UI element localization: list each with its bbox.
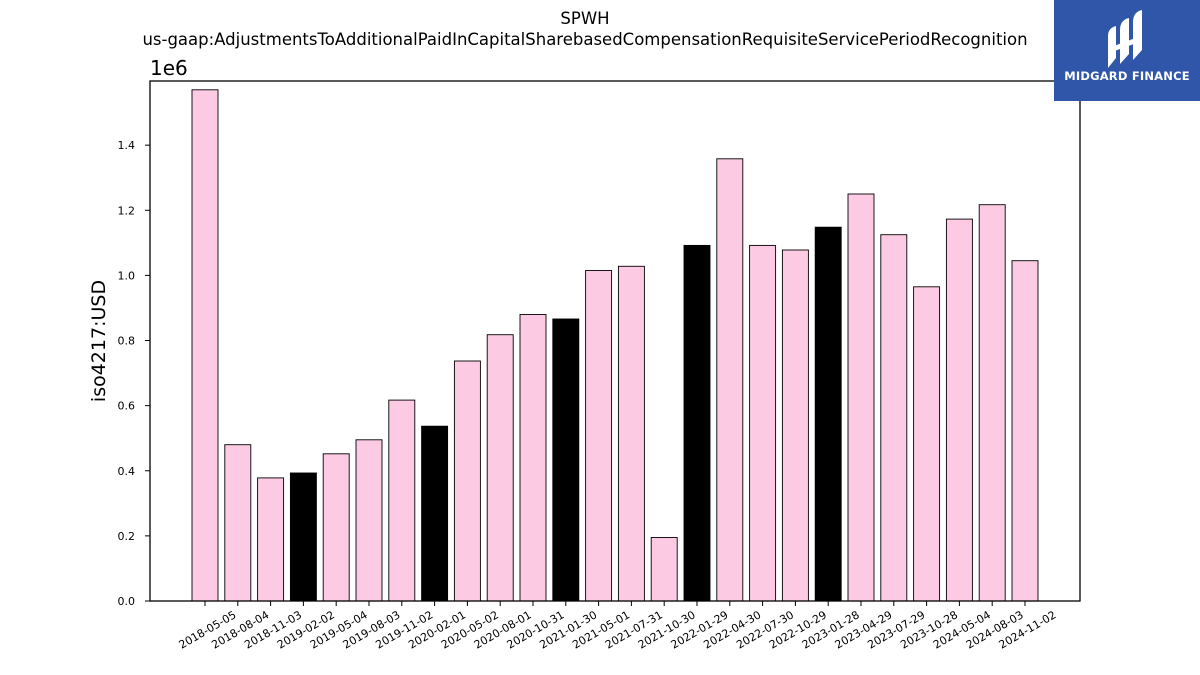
bar: [388, 399, 416, 602]
y-tick-label: 0.4: [118, 465, 136, 478]
bar: [749, 244, 777, 602]
y-tick-label: 0.8: [118, 335, 136, 348]
bar: [650, 537, 678, 602]
bar: [617, 265, 645, 602]
y-axis-label: iso4217:USD: [88, 280, 110, 402]
bar: [191, 89, 219, 602]
bar: [913, 286, 941, 602]
x-axis: 2018-05-052018-08-042018-11-032019-02-02…: [177, 601, 1059, 652]
midgard-finance-logo: MIDGARD FINANCE: [1054, 0, 1200, 101]
bar: [880, 234, 908, 602]
y-tick-label: 0.2: [118, 530, 136, 543]
bar: [257, 477, 285, 602]
bar: [355, 439, 383, 602]
bar: [585, 270, 613, 602]
bar: [322, 453, 350, 602]
bars-group: [191, 89, 1039, 602]
bar: [289, 472, 317, 602]
y-tick-label: 1.2: [118, 204, 136, 217]
chart-subtitle: us-gaap:AdjustmentsToAdditionalPaidInCap…: [142, 30, 1028, 49]
y-offset-label: 1e6: [150, 56, 188, 80]
logo-text: MIDGARD FINANCE: [1064, 69, 1190, 83]
bar: [453, 360, 481, 602]
bar: [519, 314, 547, 602]
bar: [552, 318, 580, 602]
logo-mark-icon: [1108, 10, 1142, 68]
bar: [945, 218, 973, 602]
bar: [847, 193, 875, 602]
y-tick-label: 0.6: [118, 400, 136, 413]
bar: [421, 425, 449, 602]
bar: [1011, 260, 1039, 602]
y-tick-label: 0.0: [118, 595, 136, 608]
bar: [781, 249, 809, 602]
plot-frame: [149, 80, 1081, 602]
y-axis: 0.0 0.2 0.4 0.6 0.8 1.0 1.2 1.4: [118, 139, 150, 608]
bar: [978, 204, 1006, 602]
bar: [683, 244, 711, 602]
y-tick-label: 1.0: [118, 269, 136, 282]
bar: [486, 334, 514, 602]
chart-title: SPWH: [560, 9, 610, 28]
y-tick-label: 1.4: [118, 139, 136, 152]
bar: [224, 444, 252, 602]
bar: [716, 158, 744, 602]
bar: [814, 226, 842, 602]
